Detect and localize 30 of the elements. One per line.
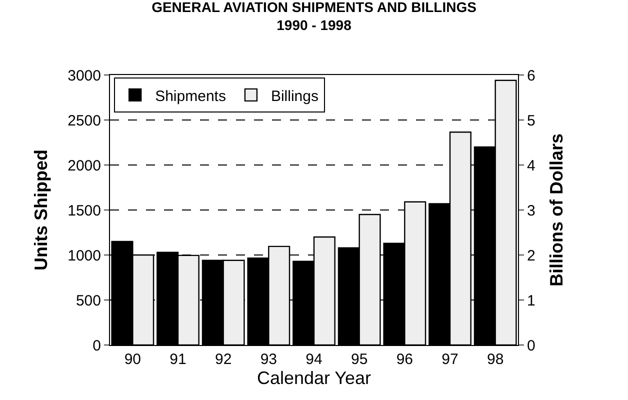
x-tick-label: 95 [350, 351, 368, 368]
y-tick-label: 0 [92, 337, 101, 354]
y-tick-label: 2500 [68, 112, 101, 130]
y-axis-title: Units Shipped [30, 150, 51, 270]
x-axis-title: Calendar Year [256, 368, 372, 388]
legend-label: Billings [270, 88, 318, 105]
y2-axis-title: Billions of Dollars [546, 133, 566, 287]
chart-subtitle: 1990 - 1998 [276, 17, 352, 34]
y2-tick-label: 0 [527, 337, 536, 354]
y2-tick-label: 5 [527, 112, 536, 130]
y-tick-label: 1500 [68, 202, 101, 220]
x-tick-label: 92 [214, 351, 232, 368]
y2-tick-label: 1 [527, 292, 536, 310]
y2-tick-label: 3 [527, 202, 536, 220]
x-tick-label: 93 [260, 351, 278, 368]
x-tick-label: 97 [442, 351, 458, 368]
y-tick-label: 3000 [68, 67, 101, 84]
x-tick-label: 98 [486, 351, 504, 368]
y-tick-label: 2000 [68, 157, 101, 174]
y-tick-label: 500 [76, 292, 101, 310]
x-tick-label: 91 [170, 351, 186, 368]
y-tick-label: 1000 [68, 247, 101, 264]
legend-label: Shipments [155, 88, 226, 105]
chart-title: GENERAL AVIATION SHIPMENTS AND BILLINGS [152, 0, 476, 15]
x-tick-label: 96 [396, 351, 414, 368]
y2-tick-label: 6 [527, 67, 536, 84]
x-tick-label: 94 [306, 351, 322, 368]
y2-tick-label: 2 [527, 247, 536, 264]
x-tick-label: 90 [124, 351, 142, 368]
y2-tick-label: 4 [527, 157, 536, 174]
